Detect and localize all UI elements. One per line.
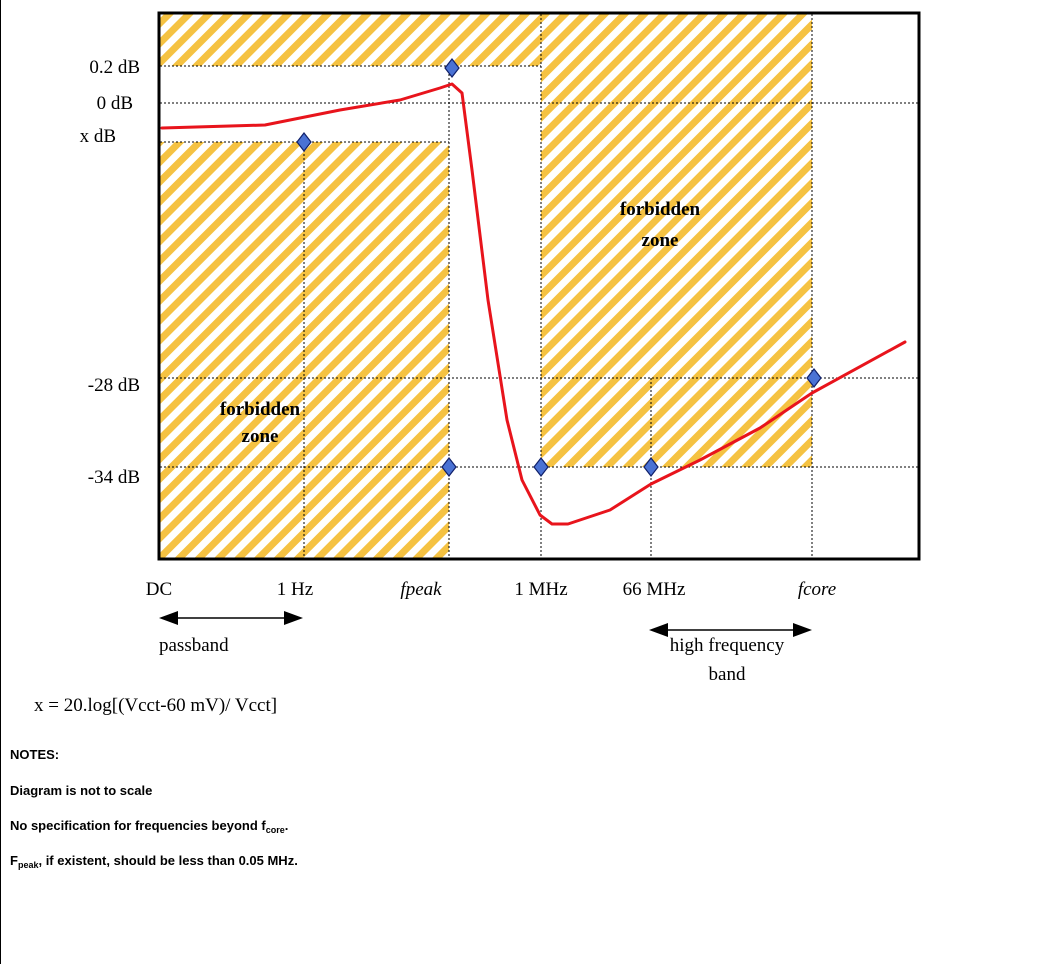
marker-1mhz-m34db [533, 457, 549, 477]
left-zone-label-line2: zone [242, 426, 279, 447]
marker-1hz-xdb [296, 132, 312, 152]
x-label-dc: DC [146, 579, 172, 600]
right-forbidden-zone [541, 66, 812, 467]
right-zone-label-line2: zone [642, 230, 679, 251]
y-label-m28db: -28 dB [88, 375, 140, 396]
marker-66mhz-m34db [643, 457, 659, 477]
x-label-fcore: fcore [798, 579, 836, 600]
x-label-fpeak: fpeak [400, 579, 442, 600]
marker-fpeak-02db [444, 58, 460, 78]
passband-arrow [159, 611, 303, 625]
y-label-m34db: -34 dB [88, 467, 140, 488]
response-curve [160, 82, 907, 526]
passband-label: passband [159, 635, 229, 656]
x-label-1mhz: 1 MHz [514, 579, 567, 600]
high-frequency-label-line1: high frequency [670, 635, 785, 656]
note-fcore: No specification for frequencies beyond … [10, 818, 288, 835]
formula: x = 20.log[(Vcct-60 mV)/ Vcct] [34, 695, 277, 716]
note-fpeak-letter: F [10, 853, 18, 868]
note-fcore-text: No specification for frequencies beyond … [10, 818, 266, 833]
y-label-xdb: x dB [80, 126, 116, 147]
left-zone-label-line1: forbidden [220, 399, 301, 420]
notes-heading: NOTES: [10, 747, 60, 762]
right-zone-label-line1: forbidden [620, 199, 701, 220]
plot-border [157, 11, 921, 561]
spec-markers [296, 58, 822, 477]
y-label-0db: 0 dB [97, 93, 133, 114]
high-frequency-band-arrow [649, 623, 812, 637]
x-label-1hz: 1 Hz [277, 579, 313, 600]
high-frequency-label-line2: band [709, 664, 746, 685]
note-fpeak-subscript: peak [17, 860, 39, 870]
y-label-0-2db: 0.2 dB [89, 57, 140, 78]
note-fpeak: Fpeak, if existent, should be less than … [10, 853, 298, 870]
note-fcore-end: . [284, 818, 289, 833]
upper-forbidden-zone [160, 14, 812, 66]
x-label-66mhz: 66 MHz [623, 579, 686, 600]
note-not-to-scale: Diagram is not to scale [10, 783, 153, 798]
marker-fcore-m28db [806, 368, 822, 388]
note-fpeak-text: , if existent, should be less than 0.05 … [38, 853, 298, 868]
note-fcore-subscript: core [265, 825, 285, 835]
marker-fpeak-m34db [441, 457, 457, 477]
